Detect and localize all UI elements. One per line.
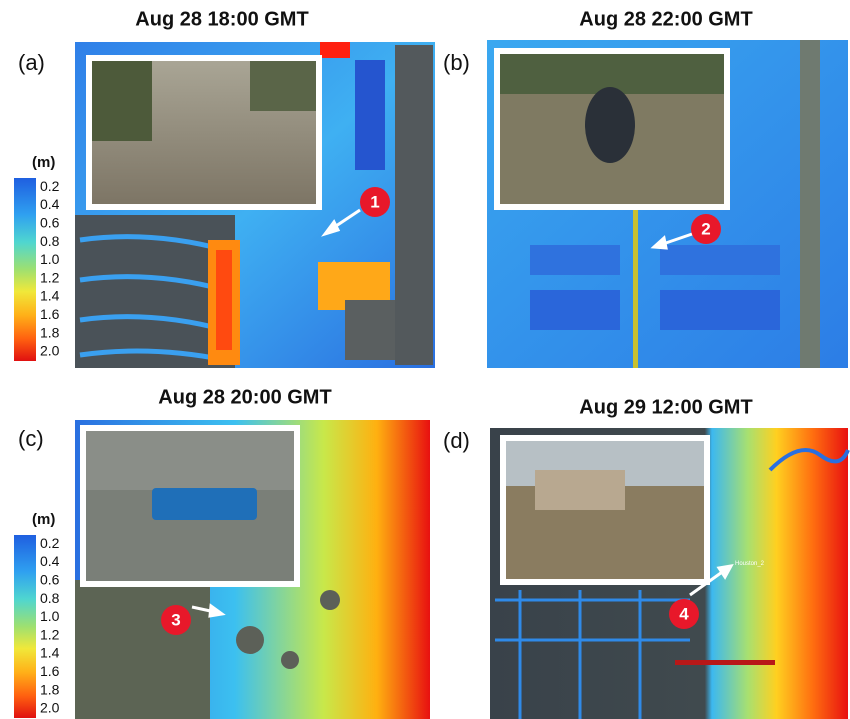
legend-value: 1.4 [40, 645, 60, 661]
legend-value: 0.6 [40, 214, 60, 230]
legend-value: 0.4 [40, 196, 60, 212]
colorbar [14, 535, 36, 718]
legend-value: 1.4 [40, 288, 60, 304]
legend-value: 1.6 [40, 306, 60, 322]
legend-value: 0.2 [40, 535, 60, 551]
photo-a [86, 55, 322, 210]
colorbar [14, 178, 36, 361]
legend-value: 1.2 [40, 269, 60, 285]
legend-value: 0.2 [40, 178, 60, 194]
legend-unit: (m) [32, 511, 55, 528]
legend-value: 1.0 [40, 251, 60, 267]
legend-value: 1.2 [40, 626, 60, 642]
panel-label: (b) [443, 50, 470, 75]
panel-label: (d) [443, 428, 470, 453]
photo-b [494, 48, 730, 210]
marker-number: 2 [701, 219, 710, 238]
legend-value: 1.8 [40, 324, 60, 340]
legend-value: 0.4 [40, 553, 60, 569]
panel-label: (c) [18, 426, 44, 451]
marker-number: 4 [679, 604, 689, 623]
legend-value: 0.8 [40, 590, 60, 606]
panel-title: Aug 29 12:00 GMT [579, 396, 752, 418]
map-annotation: Houston_2 [735, 561, 765, 567]
panel-title: Aug 28 20:00 GMT [158, 386, 331, 408]
marker-number: 3 [171, 610, 180, 629]
figure: 1 2 3 4 Houston_2 Aug 28 18:00 GMT Aug 2… [0, 0, 850, 719]
legend-value: 1.8 [40, 681, 60, 697]
legend-value: 2.0 [40, 343, 60, 359]
legend-value: 2.0 [40, 700, 60, 716]
marker-number: 1 [370, 192, 379, 211]
legend-value: 1.6 [40, 663, 60, 679]
legend-value: 0.6 [40, 571, 60, 587]
photo-d [500, 435, 710, 585]
legend-unit: (m) [32, 154, 55, 171]
legend-value: 0.8 [40, 233, 60, 249]
panel-label: (a) [18, 50, 45, 75]
photo-c [80, 425, 300, 587]
legend-value: 1.0 [40, 608, 60, 624]
panel-title: Aug 28 22:00 GMT [579, 8, 752, 30]
panel-title: Aug 28 18:00 GMT [135, 8, 308, 30]
